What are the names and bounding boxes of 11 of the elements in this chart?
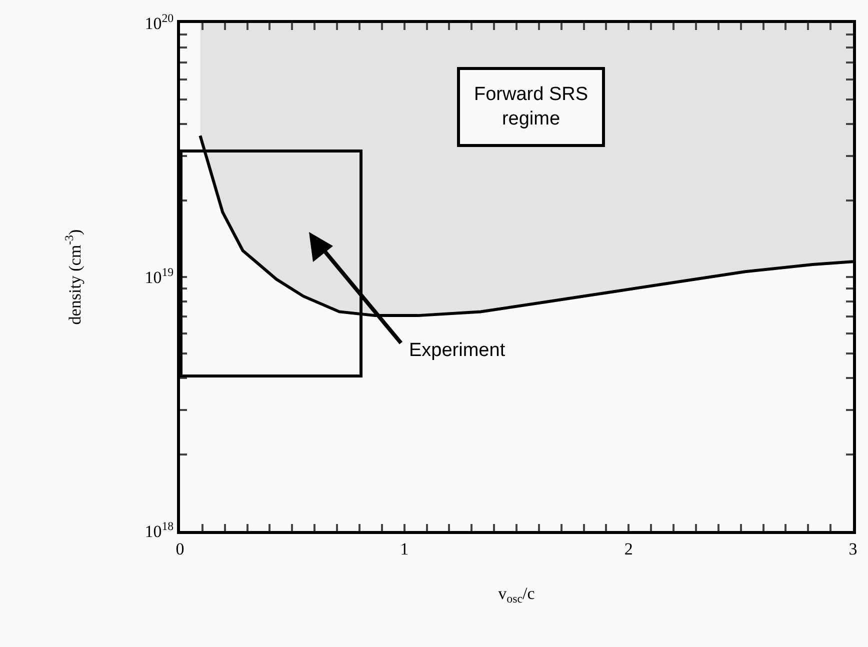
x-axis-title: v$_{osc}$/c [498,584,536,606]
x-tick-label: 0 [176,539,184,558]
x-tick-label: 3 [848,539,858,558]
line-series [198,134,853,318]
annotation: Forward SRS regime [474,84,588,130]
y-tick-label: 10$^{19}$ [144,264,174,287]
x-tick-label: 1 [400,539,409,558]
y-tick-label: 10$^{20}$ [144,10,174,33]
y-tick-label: 10$^{18}$ [144,518,174,541]
x-tick-label: 2 [624,539,633,558]
annotation: Experiment [409,340,506,361]
